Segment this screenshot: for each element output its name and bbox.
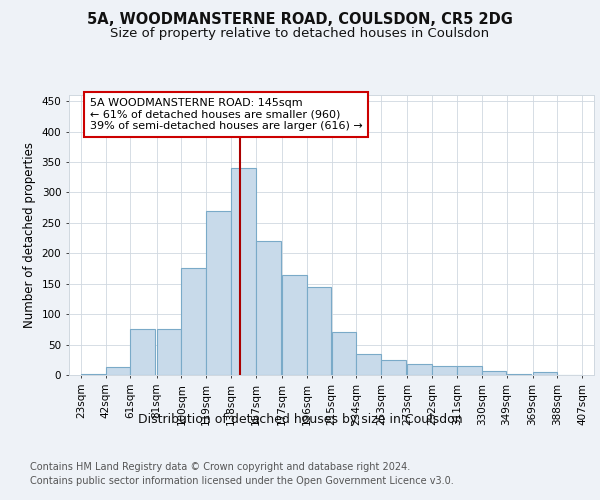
Bar — [533, 372, 557, 375]
Text: Contains public sector information licensed under the Open Government Licence v3: Contains public sector information licen… — [30, 476, 454, 486]
Text: Size of property relative to detached houses in Coulsdon: Size of property relative to detached ho… — [110, 28, 490, 40]
Bar — [457, 366, 482, 375]
Bar — [106, 367, 130, 375]
Text: Contains HM Land Registry data © Crown copyright and database right 2024.: Contains HM Land Registry data © Crown c… — [30, 462, 410, 472]
Bar — [506, 374, 532, 375]
Bar — [157, 330, 181, 375]
Bar — [432, 366, 457, 375]
Bar — [381, 360, 406, 375]
Y-axis label: Number of detached properties: Number of detached properties — [23, 142, 36, 328]
Bar — [256, 241, 281, 375]
Bar — [206, 210, 231, 375]
Bar — [307, 286, 331, 375]
Bar — [482, 372, 506, 375]
Bar — [331, 332, 356, 375]
Bar — [282, 274, 307, 375]
Bar — [407, 364, 432, 375]
Bar — [231, 168, 256, 375]
Text: 5A WOODMANSTERNE ROAD: 145sqm
← 61% of detached houses are smaller (960)
39% of : 5A WOODMANSTERNE ROAD: 145sqm ← 61% of d… — [90, 98, 362, 131]
Bar — [356, 354, 381, 375]
Bar — [130, 330, 155, 375]
Text: Distribution of detached houses by size in Coulsdon: Distribution of detached houses by size … — [137, 412, 463, 426]
Bar — [81, 374, 106, 375]
Text: 5A, WOODMANSTERNE ROAD, COULSDON, CR5 2DG: 5A, WOODMANSTERNE ROAD, COULSDON, CR5 2D… — [87, 12, 513, 28]
Bar — [181, 268, 206, 375]
